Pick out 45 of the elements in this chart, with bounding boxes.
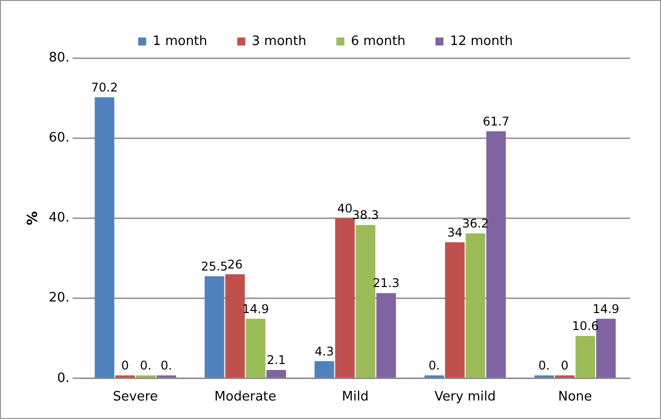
y-tick-label: 20.	[48, 290, 70, 306]
data-label: 0	[560, 358, 569, 373]
x-tick-label: Moderate	[214, 390, 276, 405]
bar	[356, 225, 376, 378]
bar	[246, 318, 266, 378]
data-label: 25.5	[201, 259, 228, 274]
bar	[376, 293, 396, 378]
data-label: 40	[337, 201, 353, 216]
x-tick-label: Severe	[112, 390, 158, 405]
bar	[445, 242, 465, 378]
bar	[94, 97, 114, 378]
bar	[486, 131, 506, 378]
data-label: 4.3	[314, 344, 334, 358]
bar	[576, 336, 596, 378]
x-tick-label: None	[558, 390, 592, 405]
data-label: 2.1	[266, 353, 286, 368]
legend-label: 1 month	[152, 34, 208, 49]
legend-label: 6 month	[350, 34, 406, 49]
y-axis-title: %	[25, 211, 42, 226]
data-label: 0.	[160, 358, 172, 373]
data-label: 34	[447, 225, 462, 240]
bar	[204, 276, 224, 378]
legend-label: 3 month	[252, 34, 306, 49]
bar	[225, 274, 245, 378]
bar	[596, 318, 616, 378]
y-tick-label: 80.	[48, 50, 70, 66]
data-label: 0.	[428, 358, 440, 373]
data-label: 38.3	[352, 208, 379, 222]
y-tick-label: 0.	[57, 370, 70, 386]
bar	[335, 218, 355, 378]
y-tick-label: 40.	[48, 210, 70, 226]
data-label: 0	[121, 358, 129, 373]
bar	[266, 370, 286, 378]
data-label: 61.7	[482, 114, 510, 128]
data-label: 0.	[140, 358, 152, 373]
y-tick-label: 60.	[48, 130, 70, 146]
data-label: 14.9	[592, 302, 620, 316]
bar	[466, 233, 486, 378]
data-label: 26	[227, 257, 243, 272]
legend-label: 12 month	[450, 34, 513, 49]
x-tick-label: Mild	[342, 390, 369, 405]
x-tick-label: Very mild	[434, 390, 496, 405]
data-label: 0.	[538, 358, 550, 373]
bar	[314, 361, 334, 378]
data-label: 70.2	[91, 80, 118, 94]
